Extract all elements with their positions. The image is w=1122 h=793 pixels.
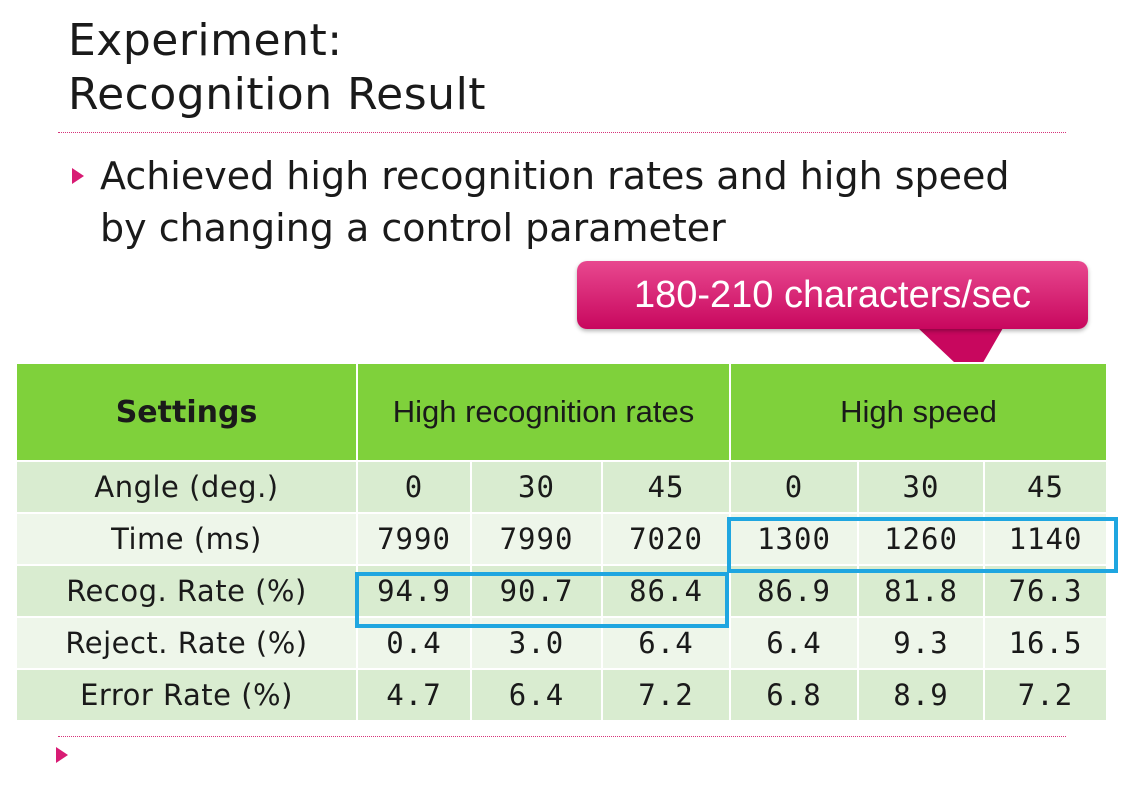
table-cell: 81.8 xyxy=(857,564,985,618)
table-row: Time (ms) 7990 7990 7020 1300 1260 1140 xyxy=(15,512,1108,566)
table-cell: 7990 xyxy=(470,512,603,566)
table-cell: 45 xyxy=(601,460,731,514)
row-label: Error Rate (%) xyxy=(15,668,358,722)
header-high-speed: High speed xyxy=(729,362,1108,462)
table-cell: 1140 xyxy=(983,512,1108,566)
slide-title-line2: Recognition Result xyxy=(68,69,487,120)
table-cell: 0 xyxy=(729,460,859,514)
table-cell: 76.3 xyxy=(983,564,1108,618)
speed-callout: 180-210 characters/sec xyxy=(577,261,1088,329)
table-cell: 7.2 xyxy=(983,668,1108,722)
header-high-recognition: High recognition rates xyxy=(356,362,731,462)
row-label: Reject. Rate (%) xyxy=(15,616,358,670)
row-label: Angle (deg.) xyxy=(15,460,358,514)
title-divider xyxy=(58,132,1066,133)
bullet-arrow-icon xyxy=(56,747,68,763)
row-label: Time (ms) xyxy=(15,512,358,566)
header-settings: Settings xyxy=(15,362,358,462)
highlight-box-speed xyxy=(727,517,1118,573)
table-row: Angle (deg.) 0 30 45 0 30 45 xyxy=(15,460,1108,514)
row-label: Recog. Rate (%) xyxy=(15,564,358,618)
table-cell: 16.5 xyxy=(983,616,1108,670)
table-cell: 45 xyxy=(983,460,1108,514)
slide-title-line1: Experiment: xyxy=(68,15,343,66)
table-cell: 30 xyxy=(857,460,985,514)
table-row: Error Rate (%) 4.7 6.4 7.2 6.8 8.9 7.2 xyxy=(15,668,1108,722)
table-cell: 0 xyxy=(356,460,472,514)
table-cell: 6.4 xyxy=(470,668,603,722)
table-cell: 8.9 xyxy=(857,668,985,722)
table-cell: 6.8 xyxy=(729,668,859,722)
table-cell: 7990 xyxy=(356,512,472,566)
table-cell: 7.2 xyxy=(601,668,731,722)
table-cell: 6.4 xyxy=(729,616,859,670)
highlight-box-recognition xyxy=(355,572,729,628)
results-table: Settings High recognition rates High spe… xyxy=(15,362,1108,722)
bullet-arrow-icon xyxy=(72,168,84,184)
table-cell: 9.3 xyxy=(857,616,985,670)
bullet-text: Achieved high recognition rates and high… xyxy=(100,154,1010,250)
table-cell: 7020 xyxy=(601,512,731,566)
slide-title: Experiment: Recognition Result xyxy=(68,14,1028,122)
table-cell: 1260 xyxy=(857,512,985,566)
table-row: Reject. Rate (%) 0.4 3.0 6.4 6.4 9.3 16.… xyxy=(15,616,1108,670)
table-cell: 1300 xyxy=(729,512,859,566)
table-header-row: Settings High recognition rates High spe… xyxy=(15,362,1108,462)
table-cell: 30 xyxy=(470,460,603,514)
table-cell: 4.7 xyxy=(356,668,472,722)
table-cell: 86.9 xyxy=(729,564,859,618)
footer-divider xyxy=(58,736,1066,737)
